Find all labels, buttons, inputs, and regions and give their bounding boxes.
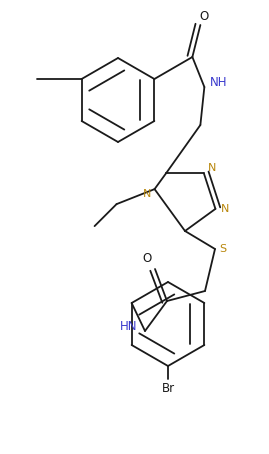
Text: O: O: [142, 252, 152, 266]
Text: HN: HN: [120, 320, 138, 332]
Text: O: O: [200, 10, 209, 24]
Text: NH: NH: [210, 75, 227, 89]
Text: N: N: [142, 189, 151, 199]
Text: Br: Br: [161, 381, 175, 395]
Text: N: N: [208, 163, 216, 173]
Text: S: S: [220, 244, 226, 254]
Text: N: N: [221, 204, 230, 214]
